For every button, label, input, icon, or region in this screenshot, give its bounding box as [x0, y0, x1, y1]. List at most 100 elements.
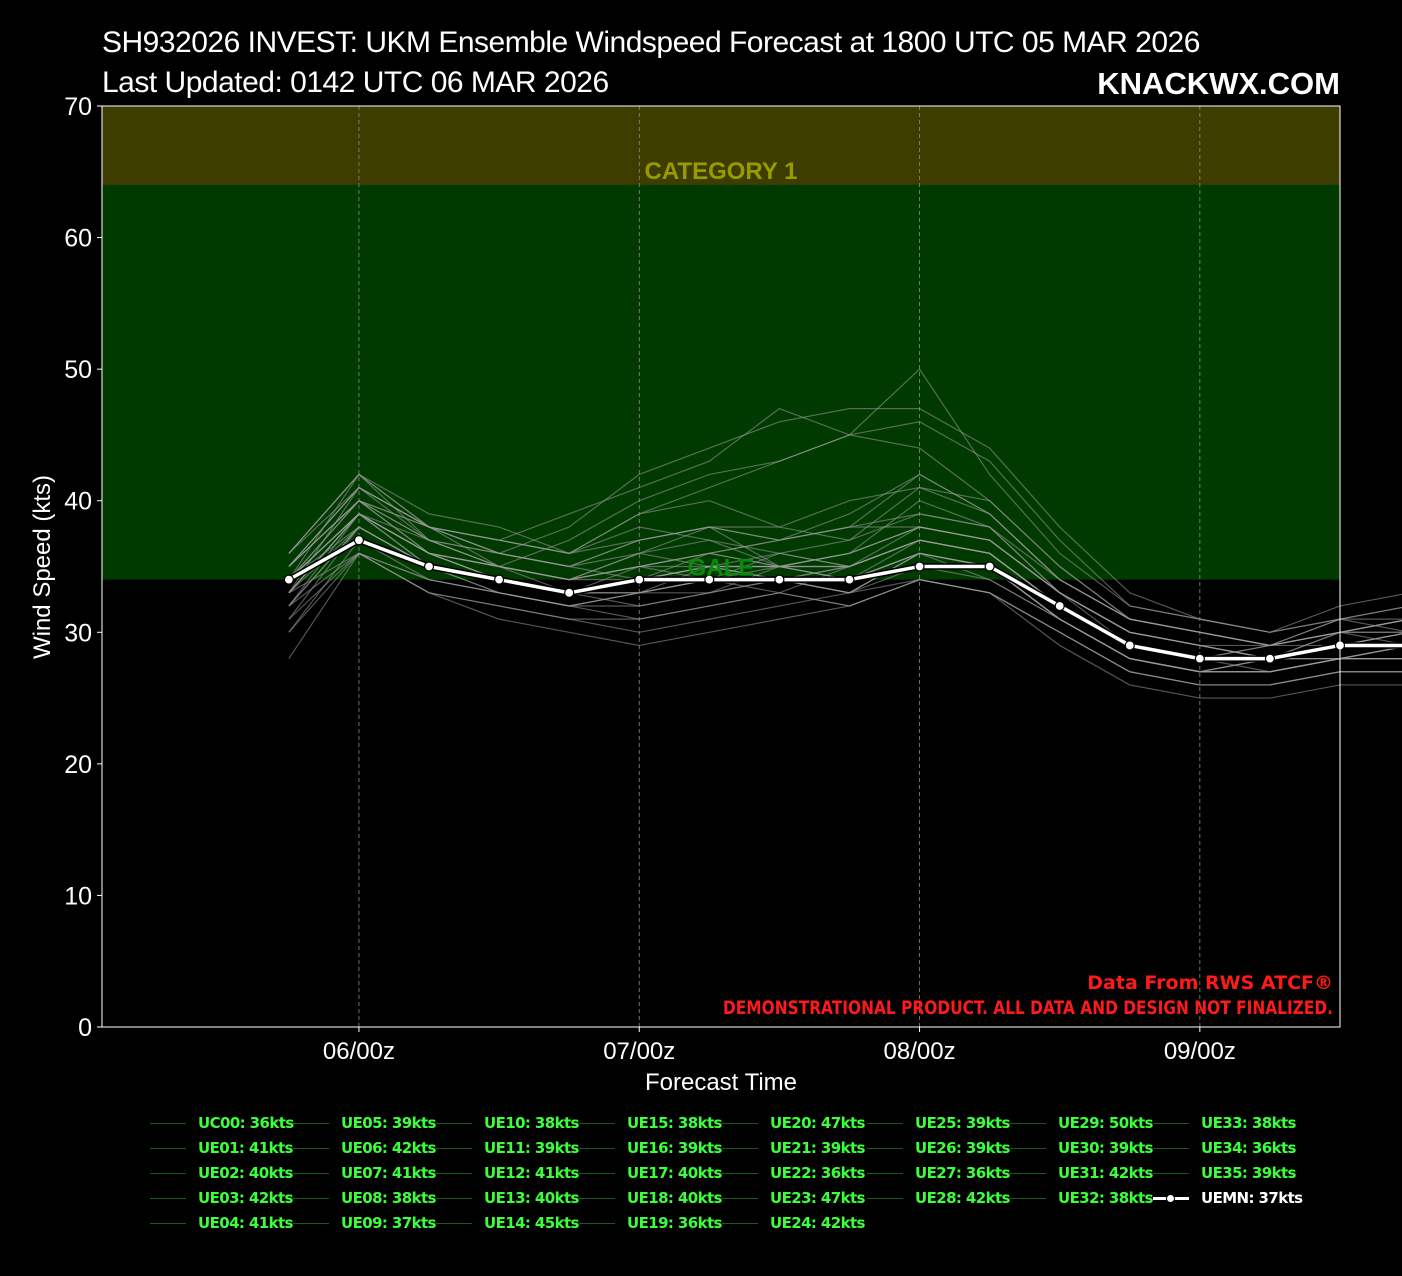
member-line-ue23 [288, 407, 1402, 633]
intensity-bands [102, 106, 1340, 580]
legend-label: UE31: 42kts [1058, 1164, 1153, 1182]
member-line-ue22 [288, 552, 1402, 673]
member-line-ue06 [288, 473, 1402, 647]
legend-label: UE01: 41kts [198, 1139, 293, 1157]
mean-point [423, 561, 435, 572]
legend-label: UE35: 39kts [1201, 1164, 1296, 1182]
legend-line-swatch [1010, 1197, 1046, 1199]
windspeed-chart: UEMN GALE CATEGORY 1 0 10 20 30 40 50 60 70 06/00… [29, 93, 1402, 1096]
legend-line-swatch [436, 1197, 472, 1199]
mean-line [288, 538, 1402, 661]
y-tick-label: 30 [64, 619, 92, 647]
legend-line-swatch [293, 1147, 329, 1149]
mean-point [493, 574, 505, 585]
legend-label: UE29: 50kts [1058, 1114, 1153, 1132]
legend-item: UE30: 39kts [1010, 1137, 1153, 1159]
legend-label: UE23: 47kts [770, 1189, 865, 1207]
y-tick-label: 40 [64, 488, 92, 516]
legend-item: UE02: 40kts [150, 1162, 293, 1184]
band-0 [102, 184, 1340, 580]
member-line-ue27 [288, 552, 1402, 699]
legend-item: UE12: 41kts [436, 1162, 579, 1184]
legend-line-swatch [1153, 1193, 1189, 1203]
legend-label: UE14: 45kts [484, 1214, 579, 1232]
legend-label: UE32: 38kts [1058, 1189, 1153, 1207]
legend-label: UE15: 38kts [627, 1114, 722, 1132]
legend-label: UE13: 40kts [484, 1189, 579, 1207]
legend-line-swatch [867, 1172, 903, 1174]
legend-label: UE20: 47kts [770, 1114, 865, 1132]
mean-point [1264, 653, 1276, 664]
legend-item: UE06: 42kts [293, 1137, 436, 1159]
legend-item: UE22: 36kts [722, 1162, 865, 1184]
legend-line-swatch [1010, 1172, 1046, 1174]
legend-label: UE33: 38kts [1201, 1114, 1296, 1132]
mean-point [1054, 600, 1065, 612]
legend-line-swatch [579, 1222, 615, 1224]
legend-label: UE18: 40kts [627, 1189, 722, 1207]
legend-label: UE30: 39kts [1058, 1139, 1153, 1157]
legend-line-swatch [436, 1172, 472, 1174]
legend-label: UE28: 42kts [915, 1189, 1010, 1207]
legend-label: UE21: 39kts [770, 1139, 865, 1157]
mean-point [1124, 640, 1135, 651]
legend-item: UE09: 37kts [293, 1212, 436, 1234]
mean-point [704, 574, 715, 585]
legend-line-swatch [579, 1172, 615, 1174]
legend-item: UE26: 39kts [867, 1137, 1010, 1159]
legend-label: UE16: 39kts [627, 1139, 722, 1157]
legend-item: UE31: 42kts [1010, 1162, 1153, 1184]
ensemble-members [288, 368, 1402, 699]
legend-item: UE35: 39kts [1153, 1162, 1296, 1184]
legend-label: UE19: 36kts [627, 1214, 722, 1232]
legend-item: UE18: 40kts [579, 1187, 722, 1209]
legend-line-swatch [150, 1147, 186, 1149]
legend-item: UE28: 42kts [867, 1187, 1010, 1209]
legend-label: UE34: 36kts [1201, 1139, 1296, 1157]
mean-point [844, 574, 855, 585]
band-label-1: CATEGORY 1 [645, 158, 798, 185]
legend-line-swatch [436, 1122, 472, 1124]
y-axis-label: Wind Speed (kts) [29, 475, 56, 659]
legend-line-swatch [293, 1122, 329, 1124]
member-line-ue20 [288, 408, 1402, 633]
legend-item: UE03: 42kts [150, 1187, 293, 1209]
legend-line-swatch [1153, 1122, 1189, 1124]
legend-label: UE09: 37kts [341, 1214, 436, 1232]
legend-item: UE13: 40kts [436, 1187, 579, 1209]
y-tick-label: 10 [64, 882, 92, 910]
member-line-ue14 [288, 434, 1402, 647]
member-line-ue01 [288, 486, 1402, 660]
legend-line-swatch [436, 1222, 472, 1224]
member-line-ue33 [288, 526, 1402, 673]
disclaimer-note: DEMONSTRATIONAL PRODUCT. ALL DATA AND DE… [723, 997, 1333, 1019]
x-tick-label: 08/00z [884, 1038, 956, 1065]
legend-item: UE33: 38kts [1153, 1112, 1296, 1134]
member-line-ue15 [288, 526, 1402, 673]
y-tick-label: 60 [64, 225, 92, 253]
band-labels: GALE CATEGORY 1 [645, 158, 798, 582]
legend-line-swatch [722, 1172, 758, 1174]
legend-label: UE17: 40kts [627, 1164, 722, 1182]
mean-point [564, 587, 575, 598]
legend-label: UE10: 38kts [484, 1114, 579, 1132]
y-tick-label: 50 [64, 356, 92, 384]
member-line-ue04 [288, 486, 1402, 660]
legend-item: UE25: 39kts [867, 1112, 1010, 1134]
mean-point [634, 574, 645, 585]
y-tick-label: 70 [64, 93, 92, 121]
legend-item: UE20: 47kts [722, 1112, 865, 1134]
legend-line-swatch [867, 1147, 903, 1149]
data-source-note: Data From RWS ATCF® [1087, 972, 1333, 994]
legend-label: UE11: 39kts [484, 1139, 579, 1157]
legend-line-swatch [436, 1147, 472, 1149]
legend-item: UE15: 38kts [579, 1112, 722, 1134]
legend-line-swatch [150, 1122, 186, 1124]
legend-line-swatch [1153, 1172, 1189, 1174]
member-line-ue34 [288, 552, 1402, 686]
legend-item: UE16: 39kts [579, 1137, 722, 1159]
legend-line-swatch [722, 1222, 758, 1224]
member-line-ue03 [288, 473, 1402, 647]
legend-label: UE26: 39kts [915, 1139, 1010, 1157]
legend-item: UE21: 39kts [722, 1137, 865, 1159]
